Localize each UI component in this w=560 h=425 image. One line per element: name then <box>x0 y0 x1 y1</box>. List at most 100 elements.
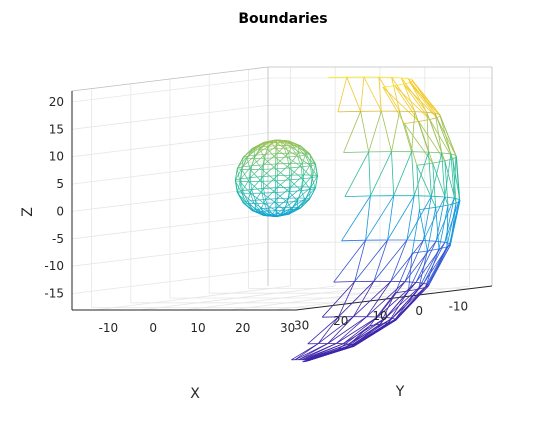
y-tick-label: 30 <box>280 321 295 335</box>
mesh-edge <box>241 178 251 179</box>
mesh-edge <box>436 205 448 207</box>
mesh-edge <box>361 77 364 111</box>
mesh-edge <box>456 155 459 199</box>
mesh-edge <box>355 240 388 282</box>
mesh-edge <box>338 111 361 112</box>
mesh-edge <box>311 163 316 164</box>
mesh-edge <box>394 152 412 196</box>
mesh-edge <box>417 165 436 207</box>
mesh-edge <box>431 153 441 196</box>
mesh-edge <box>436 197 445 241</box>
chart-title: Boundaries <box>238 11 327 27</box>
z-tick-label: -15 <box>44 287 64 301</box>
mesh-edge <box>419 120 430 122</box>
mesh-edge <box>262 169 276 170</box>
mesh-edge <box>276 202 288 203</box>
mesh-edge <box>361 111 369 152</box>
mesh-edge <box>338 77 347 112</box>
mesh-edge <box>261 169 262 181</box>
mesh-edge <box>263 177 264 189</box>
mesh-edge <box>263 176 277 177</box>
x-tick-label: -10 <box>449 299 469 313</box>
mesh-edge <box>277 163 291 164</box>
mesh-edge <box>242 169 249 181</box>
mesh-edge <box>414 196 431 197</box>
mesh-edge <box>334 282 355 283</box>
mesh-edge <box>392 111 400 151</box>
y-tick-label: 20 <box>235 321 250 335</box>
mesh-edge <box>379 77 400 111</box>
mesh-edge <box>306 198 310 199</box>
mesh-edge <box>243 158 247 159</box>
z-tick-label: -10 <box>44 259 64 273</box>
mesh-edge <box>266 154 278 155</box>
mesh-edge <box>392 152 394 196</box>
mesh-edge <box>277 163 290 175</box>
mesh-edge <box>345 196 371 197</box>
mesh-edge <box>339 282 355 317</box>
z-tick-label: 20 <box>49 95 64 109</box>
y-tick-label: -10 <box>99 321 119 335</box>
x-axis-label: X <box>190 386 200 402</box>
mesh-edge <box>277 153 289 154</box>
mesh-edge <box>252 165 264 166</box>
mesh-edge <box>311 187 316 188</box>
mesh-edge <box>431 196 444 197</box>
mesh-edge <box>404 124 417 166</box>
mesh-edge <box>445 197 454 198</box>
mesh-edge <box>264 164 278 165</box>
mesh-edge <box>342 240 366 241</box>
mesh-edge <box>440 115 451 155</box>
mesh-edge <box>414 152 428 196</box>
mesh-edge <box>364 77 381 111</box>
mesh-edge <box>427 112 435 113</box>
x-tick-label: 20 <box>333 314 348 328</box>
mesh-edge <box>369 152 371 196</box>
mesh-edge <box>415 112 429 153</box>
z-tick-label: 0 <box>56 204 64 218</box>
z-tick-label: -5 <box>52 232 64 246</box>
mesh-edge <box>276 192 290 193</box>
mesh-edge <box>277 198 289 199</box>
mesh-edge <box>263 165 264 177</box>
mesh-edge <box>345 152 369 197</box>
z-tick-label: 10 <box>49 150 64 164</box>
mesh-edge <box>405 282 416 283</box>
mesh-edge <box>250 170 261 182</box>
mesh-edge <box>419 122 433 164</box>
mesh-edge <box>404 122 418 124</box>
mesh-edge <box>290 179 303 180</box>
y-axis-label: Y <box>395 384 405 400</box>
z-tick-label: 15 <box>49 122 64 136</box>
z-axis-label: Z <box>20 207 36 217</box>
mesh-edge <box>388 196 394 240</box>
x-tick-label: 0 <box>415 304 423 318</box>
mesh-edge <box>391 241 424 282</box>
mesh-edge <box>276 180 290 181</box>
mesh-edge <box>412 152 415 196</box>
z-tick-label: 5 <box>56 177 64 191</box>
mesh-edge <box>298 155 306 156</box>
mesh-edge <box>420 207 436 209</box>
mesh-edge <box>291 175 292 187</box>
mesh-edge <box>243 201 247 202</box>
mesh-edge <box>328 77 347 78</box>
mesh-edge <box>355 240 366 281</box>
mesh-edge <box>429 152 442 153</box>
mesh-edge <box>289 168 290 180</box>
mesh-edge <box>374 240 388 281</box>
mesh-edge <box>391 240 407 281</box>
mesh-edge <box>369 111 382 152</box>
mesh-edge <box>291 163 292 175</box>
mesh-edge <box>277 187 291 188</box>
mesh-edge <box>277 153 288 164</box>
mesh-edge <box>264 203 276 204</box>
mesh-edge <box>374 240 407 281</box>
mesh-edge <box>276 168 290 169</box>
mesh-edge <box>407 240 423 241</box>
mesh-edge <box>416 282 424 283</box>
mesh-edge <box>344 152 369 153</box>
mesh-edge <box>412 112 415 152</box>
